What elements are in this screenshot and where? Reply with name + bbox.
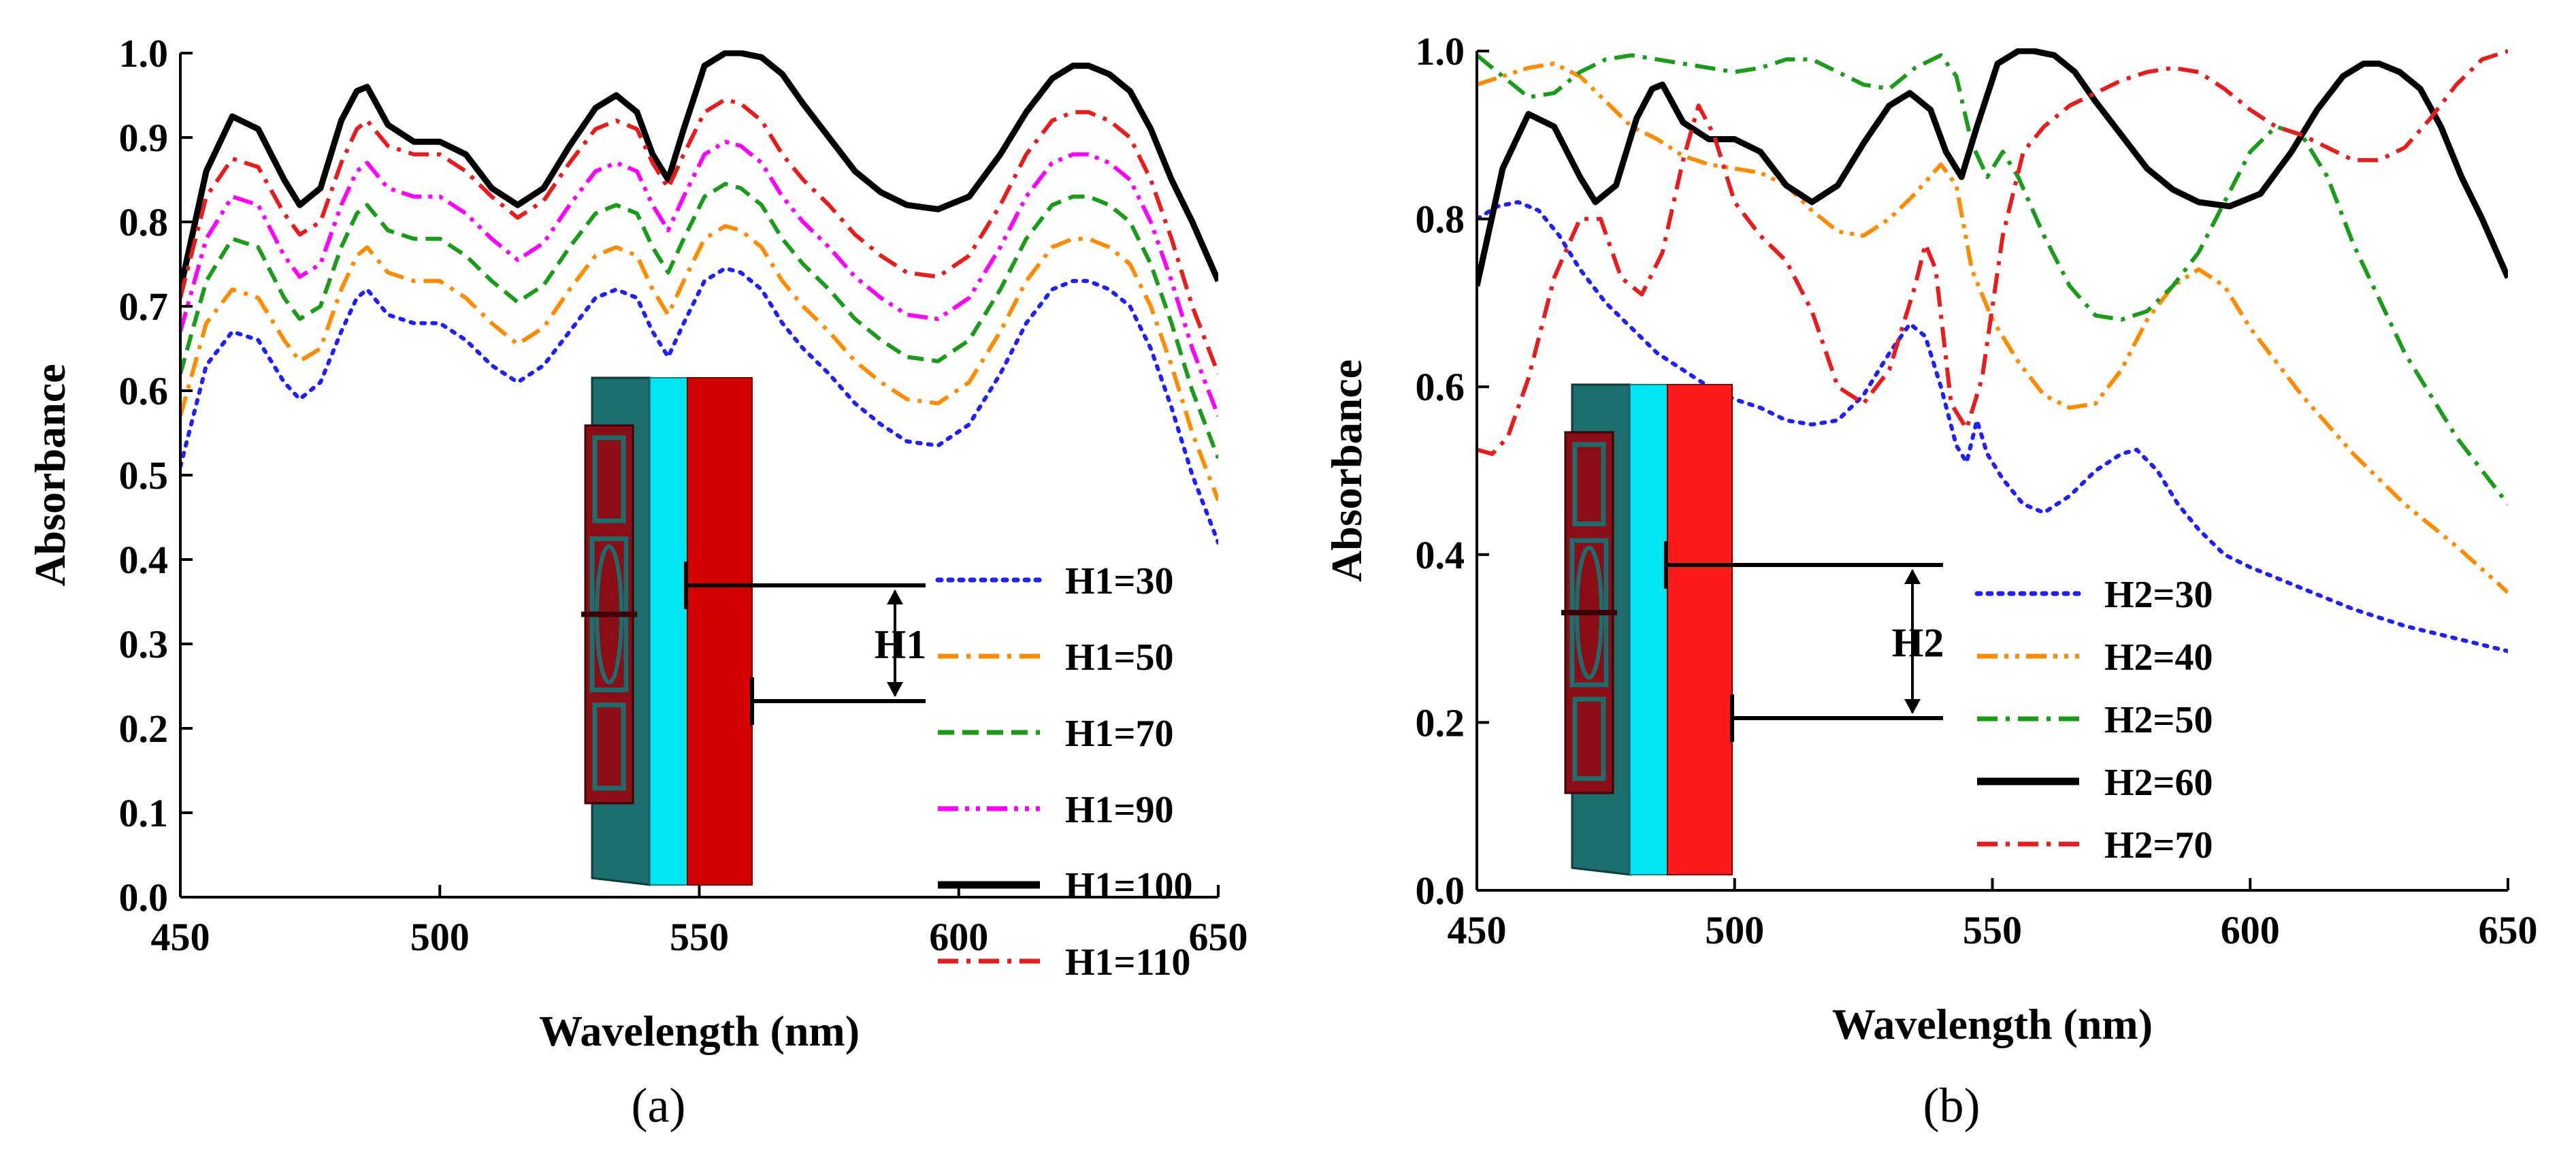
y-axis-title: Absorbance: [26, 363, 74, 586]
series-line-h2-30: [1477, 199, 2508, 653]
y-tick-label: 0.2: [1416, 700, 1465, 745]
series-line-h2-70: [1477, 49, 2508, 456]
arrow-head: [887, 589, 903, 604]
legend-label: H1=90: [1065, 789, 1173, 831]
dielectric-layer: [649, 377, 688, 886]
x-tick-label: 500: [1705, 908, 1764, 952]
x-tick-label: 650: [2479, 908, 2538, 952]
y-tick-label: 1.0: [119, 31, 169, 76]
y-axis-title: Absorbance: [1322, 359, 1371, 582]
inset-structure-diagram: H1: [581, 376, 927, 886]
legend-label: H2=40: [2104, 636, 2213, 679]
y-tick-label: 0.3: [119, 622, 169, 666]
series-line-h1-50: [180, 224, 1218, 502]
y-tick-label: 1.0: [1416, 29, 1465, 74]
resonator-slot: [1572, 696, 1606, 781]
legend-label: H1=50: [1065, 636, 1173, 679]
x-axis-title: Wavelength (nm): [539, 1007, 860, 1055]
y-tick-label: 0.8: [1416, 197, 1465, 242]
legend-label: H2=70: [2104, 824, 2213, 867]
legend-label: H1=100: [1065, 865, 1192, 907]
legend-label: H1=30: [1065, 560, 1173, 602]
x-tick-label: 600: [2221, 908, 2280, 952]
series-line-h2-60: [1477, 48, 2508, 287]
resonator-slot: [592, 702, 626, 791]
series-line-h1-90: [180, 140, 1218, 417]
x-axis-title: Wavelength (nm): [1832, 1000, 2153, 1048]
series-line-h1-110: [180, 97, 1218, 375]
metal-layer: [687, 377, 753, 886]
series-group: [1477, 48, 2508, 653]
y-tick-label: 0.8: [119, 200, 169, 244]
series-line-h1-70: [180, 182, 1218, 459]
y-tick-label: 0.4: [119, 538, 169, 582]
inset-structure-diagram: H2: [1561, 383, 1944, 876]
x-tick-label: 600: [929, 915, 988, 959]
panel-b-chart: 0.0 0.2 0.4 0.6 0.8 1.0 450 500 550 600 650 Wavelen…: [1322, 29, 2538, 1133]
series-group: [180, 50, 1218, 545]
y-tick-label: 0.5: [119, 453, 169, 498]
series-line-h2-40: [1477, 61, 2508, 594]
x-tick-label: 450: [1448, 908, 1507, 952]
arrow-head: [1904, 569, 1921, 584]
legend-label: H1=70: [1065, 713, 1173, 755]
dimension-label: H2: [1892, 621, 1944, 666]
legend-label: H2=30: [2104, 574, 2213, 616]
y-tick-label: 0.6: [1416, 365, 1465, 409]
legend-label: H1=110: [1065, 941, 1190, 984]
panel-a-chart: 0.0 0.1 0.2 0.3 0.4 0.5 0.6 0.7 0.8 0.9 1.0 450 500 5…: [26, 31, 1248, 1133]
resonator-slot: [592, 435, 626, 523]
x-tick-label: 500: [410, 915, 470, 959]
metal-layer: [1667, 384, 1733, 875]
arrow-head: [887, 682, 903, 697]
x-tick-label: 550: [670, 915, 729, 959]
y-tick-label: 0.4: [1416, 533, 1465, 577]
series-line-h1-100: [180, 50, 1218, 291]
dimension-label: H1: [875, 622, 927, 667]
y-tick-label: 0.2: [119, 707, 169, 751]
y-tick-label: 0.6: [119, 369, 169, 413]
y-tick-label: 0.9: [119, 116, 169, 160]
legend-label: H2=60: [2104, 762, 2213, 804]
panel-label: (b): [1923, 1078, 1980, 1133]
dielectric-layer: [1629, 384, 1668, 875]
series-line-h2-50: [1477, 53, 2508, 506]
x-tick-label: 450: [151, 915, 210, 959]
legend-label: H2=50: [2104, 699, 2213, 741]
y-tick-label: 0.0: [1416, 869, 1465, 913]
x-tick-label: 650: [1189, 915, 1248, 959]
x-tick-label: 550: [1963, 908, 2022, 952]
y-tick-label: 0.7: [119, 285, 169, 329]
series-line-h1-30: [180, 266, 1218, 545]
y-tick-label: 0.1: [119, 791, 169, 835]
resonator-slot: [1572, 442, 1606, 527]
panel-label: (a): [632, 1078, 686, 1133]
y-tick-label: 0.0: [119, 875, 169, 920]
arrow-head: [1904, 699, 1921, 714]
